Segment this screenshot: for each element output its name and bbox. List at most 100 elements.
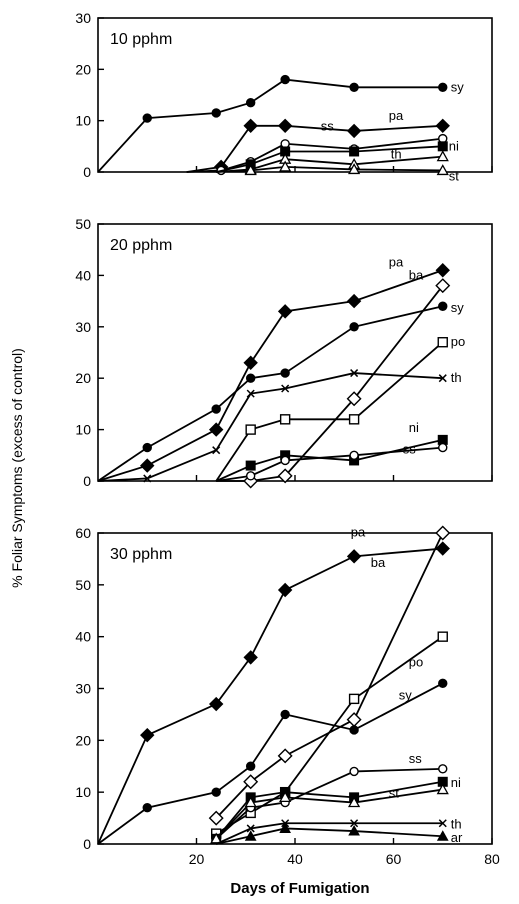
data-point: [140, 458, 155, 473]
data-point: [346, 391, 362, 407]
data-point: [140, 727, 155, 743]
series-sy: sy: [97, 74, 464, 173]
data-point: [142, 803, 152, 813]
data-point: [348, 693, 360, 705]
data-point: [350, 819, 359, 828]
data-point: [349, 322, 359, 332]
series-label: st: [449, 168, 460, 183]
series-line: [186, 137, 443, 173]
data-point: [243, 118, 258, 134]
y-tick-label: 10: [75, 422, 91, 438]
y-tick-label: 50: [75, 577, 91, 593]
series-label: ni: [409, 420, 419, 435]
data-point: [279, 791, 292, 802]
y-tick-label: 40: [75, 629, 91, 645]
data-point: [280, 455, 290, 466]
series-sy: sy: [97, 300, 464, 482]
series-line: [97, 682, 444, 845]
data-point: [437, 337, 448, 348]
series-pa: pa: [186, 108, 450, 175]
y-tick-label: 40: [75, 267, 91, 283]
data-point: [280, 368, 290, 378]
series-po: po: [215, 334, 465, 482]
series-label: th: [451, 816, 462, 831]
data-point: [435, 263, 450, 278]
series-label: ss: [403, 442, 417, 457]
data-point: [210, 832, 223, 844]
series-label: ni: [449, 138, 459, 153]
series-sy: sy: [97, 678, 448, 845]
y-tick-label: 0: [83, 473, 91, 489]
data-point: [277, 468, 293, 484]
data-point: [349, 766, 359, 777]
data-point: [348, 414, 360, 425]
data-point: [435, 541, 450, 556]
data-point: [436, 150, 449, 162]
series-ba: ba: [208, 525, 451, 826]
y-tick-label: 10: [75, 113, 91, 129]
data-point: [245, 373, 256, 383]
data-point: [436, 164, 449, 176]
data-point: [438, 764, 448, 774]
series-label: th: [391, 147, 402, 162]
data-point: [438, 819, 447, 828]
data-point: [346, 712, 362, 728]
data-point: [208, 810, 224, 826]
data-point: [436, 830, 449, 841]
data-point: [437, 631, 448, 642]
data-point: [347, 163, 361, 175]
data-point: [438, 301, 448, 311]
series-label: po: [451, 334, 465, 349]
chart-panel: 0 10 20 30 10 pphm sy pa ss ni th st: [75, 10, 493, 183]
series-label: ss: [321, 119, 335, 134]
series-ss: ss: [216, 442, 448, 482]
data-point: [277, 748, 293, 764]
y-tick-label: 10: [75, 784, 91, 800]
data-point: [277, 582, 293, 598]
data-point: [211, 787, 221, 797]
data-point: [435, 278, 451, 294]
series-label: pa: [351, 525, 366, 540]
x-tick-label: 80: [484, 851, 500, 867]
data-point: [243, 650, 258, 665]
y-tick-label: 30: [75, 681, 91, 697]
chart-title: 20 pphm: [110, 237, 172, 254]
data-point: [435, 525, 451, 541]
data-point: [438, 678, 448, 689]
data-point: [346, 293, 362, 309]
data-point: [245, 424, 256, 435]
y-tick-label: 50: [75, 216, 91, 232]
series-label: pa: [389, 108, 404, 123]
series-label: ss: [409, 751, 423, 766]
y-tick-label: 20: [75, 370, 91, 386]
data-point: [346, 549, 362, 564]
series-label: sy: [399, 687, 413, 702]
series-label: ba: [371, 555, 386, 570]
data-point: [279, 160, 292, 172]
data-point: [277, 118, 293, 134]
chart-title: 30 pphm: [110, 546, 172, 563]
series-pa: pa: [97, 254, 450, 482]
chart-title: 10 pphm: [110, 31, 172, 48]
series-st: st: [216, 160, 460, 183]
data-point: [245, 460, 256, 471]
data-point: [438, 374, 447, 383]
series-label: ba: [409, 268, 424, 283]
data-point: [143, 474, 152, 483]
series-ar: ar: [216, 822, 463, 845]
series-th: th: [97, 369, 462, 483]
data-point: [350, 369, 359, 378]
data-point: [346, 123, 362, 139]
data-point: [349, 82, 359, 93]
y-tick-label: 20: [75, 61, 91, 77]
data-point: [245, 761, 256, 771]
data-point: [212, 446, 221, 455]
y-tick-label: 30: [75, 10, 91, 26]
y-tick-label: 0: [83, 164, 91, 180]
data-point: [438, 82, 448, 93]
y-tick-label: 0: [83, 836, 91, 852]
data-point: [280, 74, 290, 85]
